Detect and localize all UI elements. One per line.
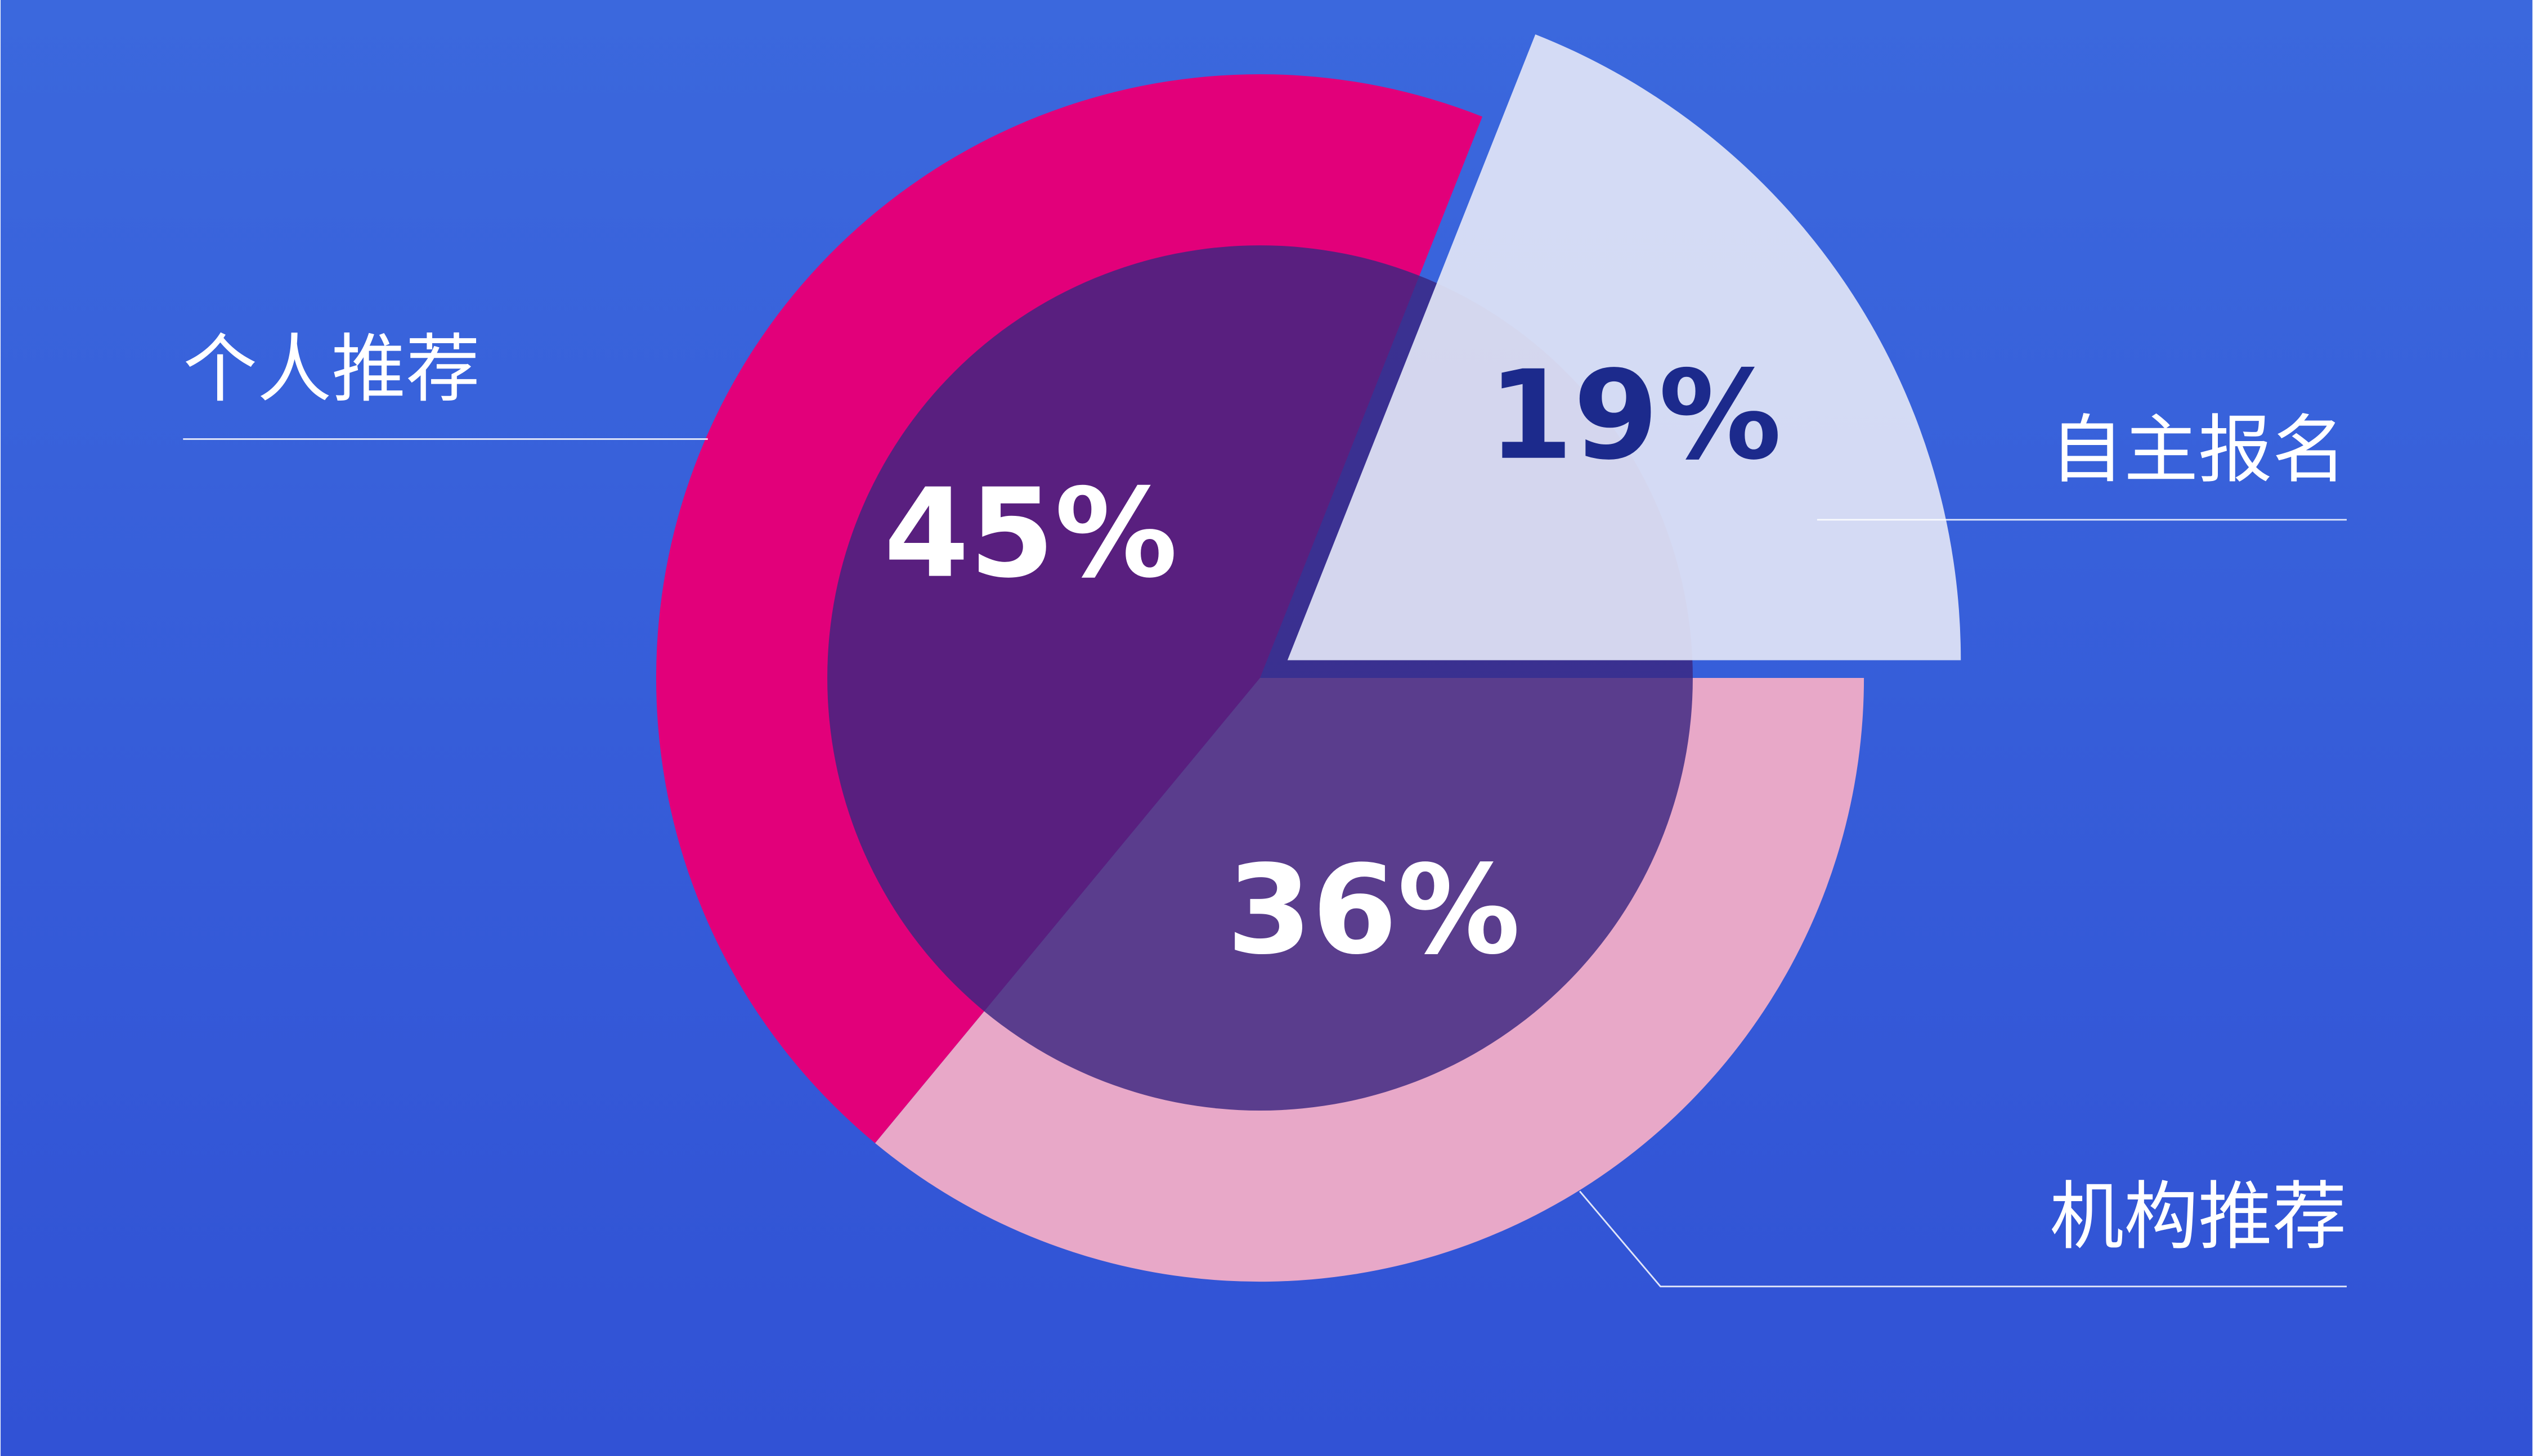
value-label: 36%	[1227, 839, 1521, 982]
category-label: 机构推荐	[2050, 1174, 2347, 1260]
pie-slice	[1287, 34, 1961, 660]
leader-line	[1579, 1190, 2347, 1288]
value-label: 45%	[884, 463, 1178, 605]
pie	[656, 34, 1961, 1282]
category-label: 自主报名	[2050, 407, 2347, 493]
category-label: 个人推荐	[183, 326, 480, 413]
value-label: 19%	[1488, 345, 1782, 487]
